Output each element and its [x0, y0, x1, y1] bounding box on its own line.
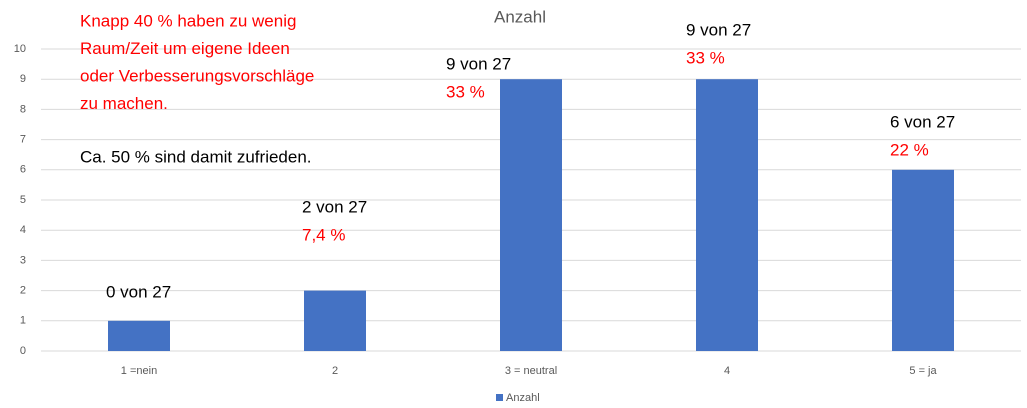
x-tick-label: 4 [724, 365, 730, 377]
note-line: Raum/Zeit um eigene Ideen [80, 39, 290, 58]
y-tick-label: 0 [20, 345, 26, 357]
chart-title: Anzahl [494, 7, 546, 26]
bar [500, 79, 562, 351]
y-tick-label: 4 [20, 224, 26, 236]
percent-label: 22 % [890, 140, 929, 159]
legend-label: Anzahl [506, 392, 540, 404]
y-tick-label: 10 [14, 43, 26, 55]
percent-label: 33 % [686, 48, 725, 67]
count-label: 9 von 27 [686, 20, 751, 39]
y-tick-label: 8 [20, 103, 26, 115]
bar [696, 79, 758, 351]
percent-label: 7,4 % [302, 225, 345, 244]
count-label: 6 von 27 [890, 112, 955, 131]
note-line: Ca. 50 % sind damit zufrieden. [80, 147, 312, 166]
x-tick-label: 5 = ja [909, 365, 937, 377]
note-line: oder Verbesserungsvorschläge [80, 66, 314, 85]
y-tick-label: 6 [20, 164, 26, 176]
bar [108, 320, 170, 351]
y-tick-label: 7 [20, 134, 26, 146]
x-tick-label: 1 =nein [121, 365, 157, 377]
x-tick-label: 3 = neutral [505, 365, 557, 377]
y-tick-label: 2 [20, 285, 26, 297]
y-tick-label: 9 [20, 73, 26, 85]
y-tick-label: 5 [20, 194, 26, 206]
y-tick-label: 3 [20, 254, 26, 266]
count-label: 2 von 27 [302, 197, 367, 216]
bar [892, 169, 954, 351]
note-line: zu machen. [80, 94, 168, 113]
count-label: 9 von 27 [446, 54, 511, 73]
legend-swatch [496, 394, 503, 401]
percent-label: 33 % [446, 82, 485, 101]
x-tick-label: 2 [332, 365, 338, 377]
bar [304, 290, 366, 351]
count-label: 0 von 27 [106, 282, 171, 301]
note-line: Knapp 40 % haben zu wenig [80, 11, 296, 30]
y-tick-label: 1 [20, 315, 26, 327]
